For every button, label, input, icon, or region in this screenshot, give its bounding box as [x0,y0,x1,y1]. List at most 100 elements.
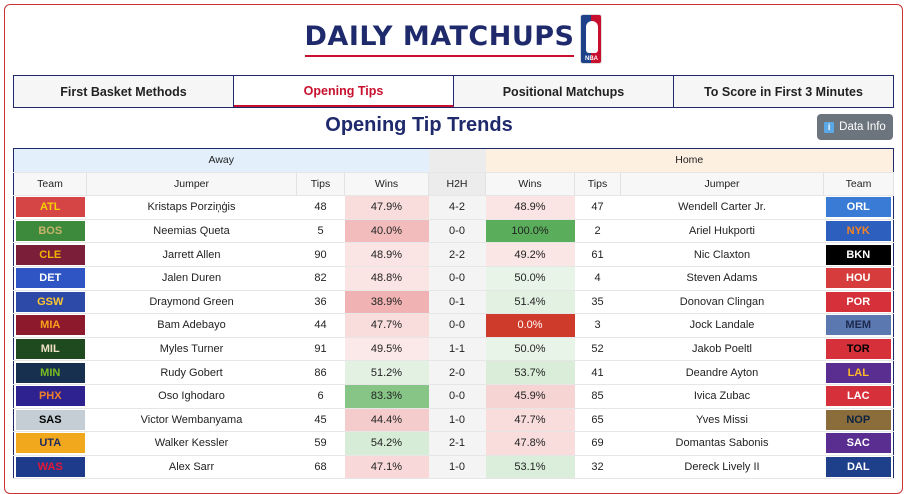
home-team-badge[interactable]: TOR [825,339,892,360]
h2h-record: 4-2 [428,195,486,220]
home-team-cell: ORL [823,195,894,220]
table-row: DET Jalen Duren 82 48.8% 0-0 50.0% 4 Steven Ada… [13,266,894,291]
col-home-wins[interactable]: Wins [485,172,575,197]
data-info-button[interactable]: i Data Info [817,114,893,140]
away-wins: 49.5% [344,337,429,362]
home-team-badge[interactable]: NYK [825,221,892,242]
col-away-wins[interactable]: Wins [344,172,429,197]
away-wins: 47.1% [344,455,429,480]
away-wins: 48.8% [344,266,429,291]
away-team-badge[interactable]: CLE [16,244,85,265]
home-team-badge[interactable]: BKN [825,244,892,265]
home-tips: 4 [574,266,621,291]
home-tips: 65 [574,408,621,433]
away-tips: 82 [296,266,345,291]
home-team-badge[interactable]: LAL [825,362,892,383]
col-away-jumper[interactable]: Jumper [86,172,297,197]
h2h-record: 2-2 [428,242,486,267]
col-h2h[interactable]: H2H [428,172,486,197]
col-home-team[interactable]: Team [823,172,895,197]
h2h-record: 1-1 [428,337,486,362]
col-home-tips[interactable]: Tips [574,172,621,197]
home-wins: 53.7% [485,360,575,385]
away-team-badge[interactable]: GSW [16,291,85,312]
home-jumper: Domantas Sabonis [620,431,824,456]
home-team-badge[interactable]: POR [825,291,892,312]
home-jumper: Nic Claxton [620,242,824,267]
home-tips: 3 [574,313,621,338]
home-jumper: Yves Missi [620,408,824,433]
away-team-cell: SAS [13,408,87,433]
home-jumper: Dereck Lively II [620,455,824,480]
away-jumper: Myles Turner [86,337,297,362]
info-icon: i [824,121,835,133]
away-team-badge[interactable]: BOS [16,221,85,242]
tab-opening-tips[interactable]: Opening Tips [234,76,454,107]
home-jumper: Wendell Carter Jr. [620,195,824,220]
brand-title[interactable]: DAILY MATCHUPS [304,21,575,57]
away-wins: 51.2% [344,360,429,385]
away-team-badge[interactable]: MIL [16,339,85,360]
home-team-badge[interactable]: HOU [825,268,892,289]
away-tips: 59 [296,431,345,456]
home-team-cell: SAC [823,431,894,456]
home-team-badge[interactable]: SAC [825,433,892,454]
h2h-record: 2-0 [428,360,486,385]
home-team-cell: HOU [823,266,894,291]
col-away-team[interactable]: Team [13,172,87,197]
table-row: CLE Jarrett Allen 90 48.9% 2-2 49.2% 61 Nic Cla… [13,242,894,267]
away-team-badge[interactable]: DET [16,268,85,289]
away-wins: 54.2% [344,431,429,456]
home-team-badge[interactable]: NOP [825,409,892,430]
away-team-badge[interactable]: SAS [16,409,85,430]
home-wins: 47.8% [485,431,575,456]
column-header-row: Team Jumper Tips Wins H2H Wins Tips Jump… [13,172,895,197]
tab-score-first-3-minutes[interactable]: To Score in First 3 Minutes [674,76,893,107]
away-jumper: Victor Wembanyama [86,408,297,433]
away-team-badge[interactable]: MIN [16,362,85,383]
away-team-badge[interactable]: WAS [16,457,85,478]
home-team-badge[interactable]: MEM [825,315,892,336]
home-tips: 35 [574,290,621,315]
home-jumper: Steven Adams [620,266,824,291]
away-team-badge[interactable]: UTA [16,433,85,454]
away-team-cell: MIL [13,337,87,362]
home-jumper: Ariel Hukporti [620,219,824,244]
home-tips: 2 [574,219,621,244]
h2h-record: 0-0 [428,266,486,291]
home-team-cell: POR [823,290,894,315]
away-jumper: Oso Ighodaro [86,384,297,409]
away-team-badge[interactable]: ATL [16,197,85,218]
page-title: Opening Tip Trends [325,114,513,136]
table-row: SAS Victor Wembanyama 45 44.4% 1-0 47.7% 65 Yve… [13,408,894,433]
away-tips: 91 [296,337,345,362]
table-row: MIN Rudy Gobert 86 51.2% 2-0 53.7% 41 Deandre A… [13,360,894,385]
home-team-cell: TOR [823,337,894,362]
col-home-jumper[interactable]: Jumper [620,172,824,197]
away-jumper: Walker Kessler [86,431,297,456]
away-tips: 68 [296,455,345,480]
home-wins: 50.0% [485,266,575,291]
away-team-cell: UTA [13,431,87,456]
away-group-header: Away [13,148,429,173]
table-row: ATL Kristaps Porziņģis 48 47.9% 4-2 48.9% 47 We… [13,195,894,220]
tab-first-basket-methods[interactable]: First Basket Methods [14,76,234,107]
opening-tips-table: Away Home Team Jumper Tips Wins H2H Wins… [13,148,895,480]
col-away-tips[interactable]: Tips [296,172,345,197]
h2h-record: 0-0 [428,219,486,244]
home-team-badge[interactable]: LAC [825,386,892,407]
table-body: ATL Kristaps Porziņģis 48 47.9% 4-2 48.9% 47 We… [13,195,894,480]
home-team-cell: LAL [823,360,894,385]
away-tips: 6 [296,384,345,409]
away-team-badge[interactable]: PHX [16,386,85,407]
home-tips: 85 [574,384,621,409]
tab-positional-matchups[interactable]: Positional Matchups [454,76,674,107]
home-team-badge[interactable]: ORL [825,197,892,218]
home-tips: 47 [574,195,621,220]
away-tips: 5 [296,219,345,244]
home-team-badge[interactable]: DAL [825,457,892,478]
page-header: DAILY MATCHUPS NBA [0,10,907,68]
away-team-badge[interactable]: MIA [16,315,85,336]
away-tips: 36 [296,290,345,315]
h2h-record: 0-0 [428,384,486,409]
